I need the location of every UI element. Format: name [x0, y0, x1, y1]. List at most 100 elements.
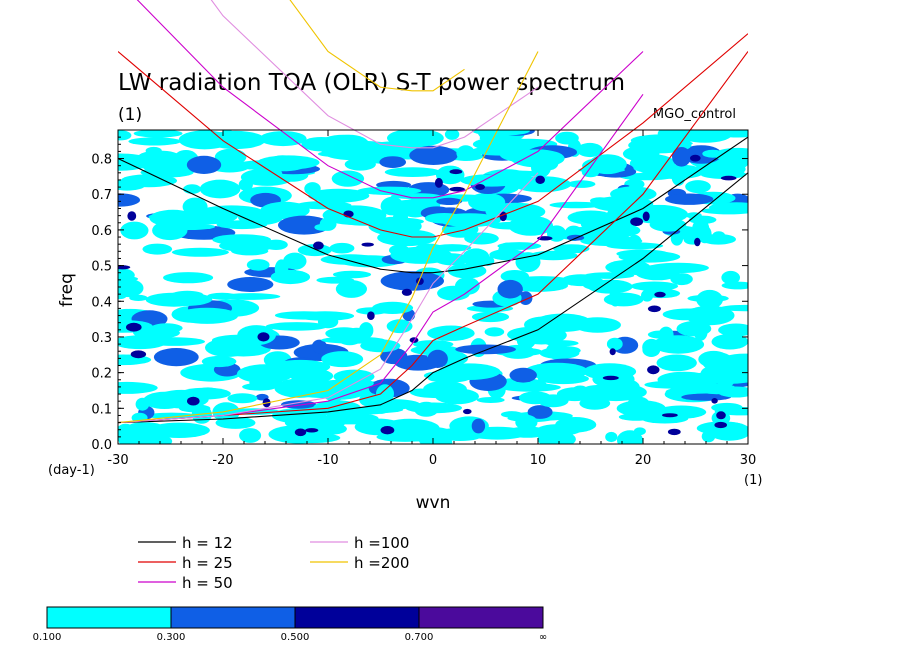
- contour-peak: [694, 237, 701, 247]
- dispersion-curve-kelvin: [118, 51, 748, 424]
- x-tick-label: 20: [635, 453, 652, 468]
- contour-patch: [237, 325, 276, 346]
- contour-patch: [157, 292, 213, 306]
- contour-patch: [527, 405, 553, 419]
- contour-patch: [236, 364, 294, 384]
- contour-patch: [128, 137, 181, 146]
- contour-peak: [294, 428, 307, 437]
- contour-patch: [145, 146, 162, 155]
- contour-patch: [700, 234, 737, 245]
- contour-patch: [308, 188, 370, 203]
- contour-patch: [311, 339, 327, 354]
- contour-patch: [472, 137, 534, 152]
- contour-patch: [321, 336, 386, 344]
- contour-peak: [449, 186, 465, 192]
- contour-patch: [670, 382, 708, 394]
- contour-patch: [205, 338, 251, 358]
- x-tick-label: 30: [740, 453, 757, 468]
- contour-peak: [126, 322, 142, 332]
- contour-patch: [359, 393, 380, 407]
- contour-patch: [183, 184, 202, 194]
- legend-label: h =100: [354, 534, 409, 552]
- colorbar-segment: [418, 606, 544, 629]
- contour-peak: [535, 175, 545, 184]
- legend-label: h =200: [354, 554, 409, 572]
- contour-patch: [278, 215, 331, 235]
- contour-patch: [456, 145, 476, 161]
- dispersion-curve-kelvin: [118, 172, 539, 424]
- contour-patch: [118, 179, 146, 191]
- contour-patch: [518, 391, 552, 405]
- contour-patch: [696, 421, 748, 436]
- contour-patch: [628, 183, 642, 191]
- colorbar-label: ∞: [539, 632, 547, 643]
- contour-peak: [475, 184, 485, 190]
- contour-patch: [606, 242, 664, 250]
- contour-patch: [603, 292, 644, 307]
- contour-patch: [246, 259, 270, 271]
- x-unit-label: (1): [744, 473, 762, 488]
- contour-patch: [153, 348, 199, 367]
- contour-patch: [384, 167, 441, 178]
- contour-patch: [606, 337, 623, 351]
- contour-patch: [321, 351, 364, 368]
- dispersion-curve-symmetric: [289, 0, 465, 92]
- contour-patch: [665, 193, 714, 205]
- contour-patch: [239, 428, 262, 443]
- contour-peak: [118, 265, 131, 270]
- colorbar-label: 0.500: [281, 632, 310, 643]
- contour-peak: [130, 350, 147, 359]
- y-tick-label: 0.7: [91, 188, 112, 203]
- contour-patch: [537, 430, 576, 444]
- contour-patch: [471, 130, 530, 136]
- contour-patch: [335, 280, 367, 298]
- colorbar-segment: [46, 606, 172, 629]
- contour-patch: [146, 412, 198, 419]
- contour-patch: [144, 337, 205, 346]
- contour-patch: [537, 373, 589, 385]
- contour-patch: [316, 423, 347, 435]
- contour-patch: [553, 244, 590, 254]
- contour-patch: [133, 130, 183, 138]
- contour-patch: [696, 383, 737, 395]
- contour-patch: [616, 249, 669, 259]
- contour-patch: [257, 155, 320, 170]
- contour-patch: [711, 402, 743, 413]
- contour-patch: [283, 432, 341, 444]
- legend-label: h = 25: [182, 554, 233, 572]
- contour-patch: [387, 130, 444, 148]
- contour-patch: [658, 326, 674, 344]
- contour-patch: [627, 396, 650, 411]
- contour-patch: [497, 279, 523, 299]
- contour-patch: [381, 200, 399, 212]
- contour-patch: [154, 389, 209, 409]
- chart-subtitle: (1): [118, 105, 142, 125]
- contour-patch: [678, 130, 732, 143]
- contour-peak: [380, 426, 395, 435]
- contour-patch: [355, 379, 374, 387]
- contour-patch: [455, 344, 516, 355]
- contour-patch: [460, 174, 523, 187]
- contour-patch: [576, 142, 604, 158]
- contour-patch: [201, 355, 237, 368]
- contour-patch: [118, 278, 144, 298]
- contour-patch: [555, 131, 579, 145]
- colorbar-segment: [170, 606, 296, 629]
- curve-legend: h = 12 h = 25 h = 50 h =100 h =200: [138, 534, 409, 592]
- contour-patch: [539, 347, 580, 359]
- y-tick-label: 0.3: [91, 331, 112, 346]
- contour-patch: [166, 273, 210, 280]
- y-tick-label: 0.5: [91, 260, 112, 275]
- x-tick-label: -30: [107, 453, 128, 468]
- contour-patch: [265, 322, 328, 331]
- contour-patch: [656, 354, 697, 372]
- contour-patch: [150, 323, 183, 333]
- contour-patch: [533, 313, 592, 332]
- contour-patch: [227, 277, 274, 292]
- contour-patch: [377, 229, 437, 247]
- contour-patch: [471, 418, 486, 434]
- contour-patch: [186, 155, 222, 174]
- contour-patch: [332, 270, 372, 279]
- dispersion-curve-symmetric: [136, 0, 644, 199]
- contour-patch: [272, 408, 327, 424]
